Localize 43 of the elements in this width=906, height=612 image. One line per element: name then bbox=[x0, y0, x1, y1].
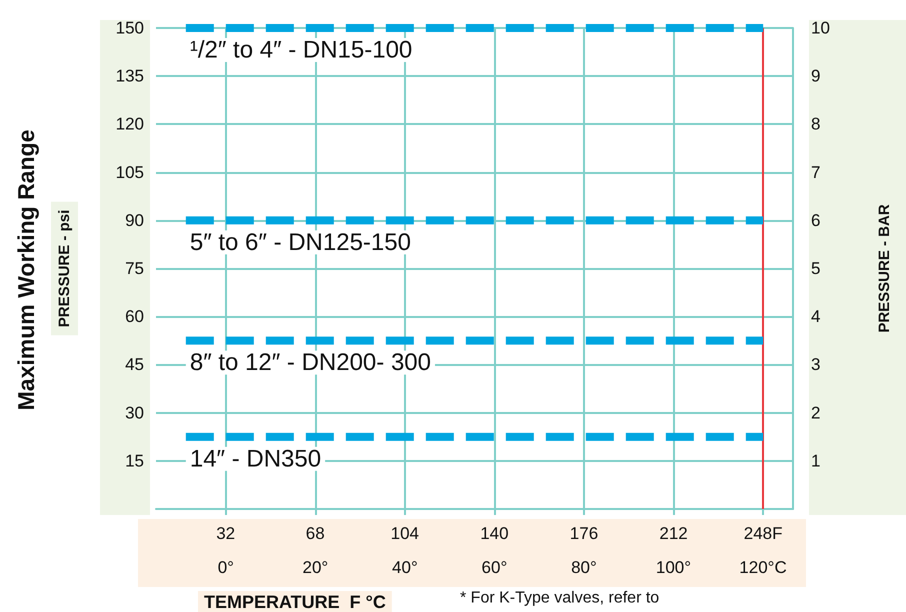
y2-tick-label: 3 bbox=[811, 355, 820, 374]
x2-tick-label: 120°C bbox=[739, 558, 787, 577]
x-tick-label: 32 bbox=[216, 524, 236, 543]
y-tick-label: 120 bbox=[116, 114, 144, 134]
series-label: 5″ to 6″ - DN125-150 bbox=[190, 228, 411, 256]
text: Maximum Working Range bbox=[13, 130, 39, 410]
text: * For K-Type valves, refer to bbox=[460, 590, 660, 606]
y-tick-label: 75 bbox=[125, 259, 144, 278]
y2-tick-label: 9 bbox=[811, 66, 820, 86]
x2-tick-label: 80° bbox=[571, 558, 597, 577]
y-tick-label: 135 bbox=[116, 66, 144, 86]
x-tick-label: 104 bbox=[390, 524, 420, 543]
x2-tick-label: 0° bbox=[218, 558, 234, 577]
y2-tick-label: 2 bbox=[811, 403, 820, 422]
x-tick-label: 140 bbox=[480, 524, 509, 543]
y2-tick-label: 1 bbox=[811, 451, 820, 470]
series-label: 8″ to 12″ - DN200- 300 bbox=[190, 349, 431, 376]
y2-tick-label: 5 bbox=[811, 259, 820, 278]
x-tick-label: 248F bbox=[744, 524, 783, 543]
y-tick-label: 60 bbox=[125, 307, 144, 326]
y2-tick-label: 10 bbox=[811, 18, 830, 38]
y2-tick-label: 8 bbox=[811, 114, 820, 134]
series-label: ¹/2″ to 4″ - DN15-100 bbox=[190, 36, 412, 64]
y2-tick-label: 4 bbox=[811, 307, 820, 326]
y-tick-label: 150 bbox=[116, 18, 144, 38]
y-tick-label: 105 bbox=[116, 162, 144, 182]
y-axis-title: PRESSURE - psi bbox=[56, 210, 73, 328]
y2-tick-label: 6 bbox=[811, 210, 820, 230]
x2-tick-label: 100° bbox=[656, 558, 692, 577]
y-tick-label: 30 bbox=[125, 403, 144, 422]
x-axis-title: TEMPERATURE F °C bbox=[204, 592, 386, 612]
x-tick-label: 176 bbox=[570, 524, 598, 543]
y2-tick-label: 7 bbox=[811, 162, 820, 182]
y-tick-label: 15 bbox=[125, 451, 144, 470]
x2-tick-label: 20° bbox=[302, 558, 328, 577]
x2-tick-label: 40° bbox=[392, 558, 418, 577]
x-tick-label: 212 bbox=[659, 524, 688, 543]
y-tick-label: 90 bbox=[125, 210, 144, 230]
y2-axis-title: PRESSURE - BAR bbox=[876, 204, 893, 333]
x-tick-label: 68 bbox=[306, 524, 325, 543]
y-tick-label: 45 bbox=[125, 355, 144, 374]
x2-tick-label: 60° bbox=[482, 558, 508, 577]
series-label: 14″ - DN350 bbox=[190, 445, 322, 472]
